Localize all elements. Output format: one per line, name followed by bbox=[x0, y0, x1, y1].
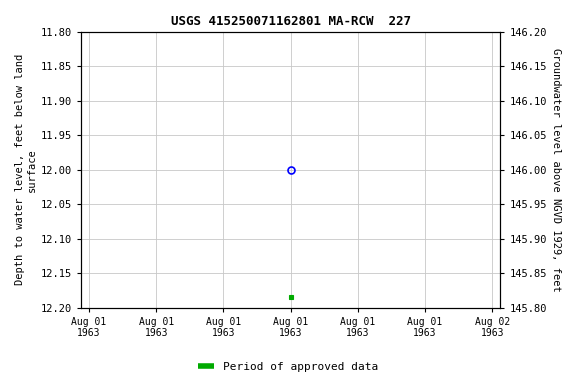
Y-axis label: Depth to water level, feet below land
surface: Depth to water level, feet below land su… bbox=[15, 54, 37, 285]
Legend: Period of approved data: Period of approved data bbox=[193, 358, 383, 377]
Title: USGS 415250071162801 MA-RCW  227: USGS 415250071162801 MA-RCW 227 bbox=[170, 15, 411, 28]
Y-axis label: Groundwater level above NGVD 1929, feet: Groundwater level above NGVD 1929, feet bbox=[551, 48, 561, 292]
